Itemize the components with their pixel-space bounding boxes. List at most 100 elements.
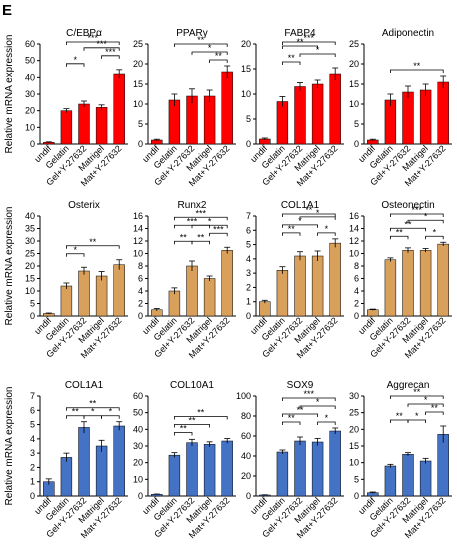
- significance-label: **: [180, 232, 188, 242]
- y-tick-label: 14: [349, 224, 359, 234]
- y-tick-label: 0: [138, 311, 143, 321]
- significance-bracket: [209, 232, 228, 237]
- bar: [95, 445, 108, 497]
- significance-label: **: [305, 205, 313, 215]
- significance-label: *: [109, 407, 113, 417]
- significance-bracket: [66, 245, 120, 249]
- bar: [294, 255, 306, 317]
- bar: [186, 265, 198, 317]
- significance-bracket: [425, 235, 444, 240]
- y-tick-label: 0: [30, 491, 35, 501]
- significance-label: **: [197, 35, 205, 45]
- bar: [60, 285, 73, 317]
- significance-label: **: [404, 219, 412, 229]
- bar: [437, 81, 449, 145]
- significance-bracket: [174, 43, 228, 47]
- y-tick-label: 5: [354, 119, 359, 129]
- y-tick-label: 40: [25, 72, 35, 82]
- chart-title: C/EBPα: [66, 28, 102, 39]
- significance-bracket: [66, 63, 85, 67]
- significance-label: **: [89, 399, 97, 409]
- chart-9: COL1A101234567undifGelatinGel+Y-27632Mat…: [4, 380, 128, 540]
- chart-11: SOX9020406080100undifGelatinGel+Y-27632M…: [236, 380, 344, 540]
- bar: [203, 278, 216, 317]
- bar: [419, 89, 432, 145]
- bar: [437, 434, 449, 497]
- bar: [402, 91, 414, 145]
- y-tick-label: 0: [354, 311, 359, 321]
- significance-bracket: [282, 397, 336, 401]
- bar: [311, 83, 324, 145]
- y-tick-label: 20: [349, 59, 359, 69]
- chart-4: Adiponectin0510152025undifGelatinGel+Y-2…: [349, 28, 452, 188]
- y-tick-label: 10: [133, 99, 143, 109]
- y-tick-label: 1: [246, 297, 251, 307]
- significance-label: **: [396, 227, 404, 237]
- significance-bracket: [317, 232, 336, 236]
- significance-label: ***: [304, 33, 315, 43]
- bar: [329, 73, 341, 145]
- bar: [221, 71, 233, 145]
- significance-bracket: [174, 432, 193, 436]
- significance-bracket: [390, 69, 444, 73]
- bar: [186, 442, 198, 497]
- significance-bracket: [191, 240, 210, 245]
- y-tick-label: 12: [349, 236, 359, 246]
- bar: [329, 430, 341, 497]
- bar: [294, 440, 306, 497]
- chart-title: Runx2: [178, 200, 207, 211]
- significance-label: *: [298, 216, 302, 226]
- y-tick-label: 6: [30, 405, 35, 415]
- significance-bracket: [282, 421, 301, 425]
- y-tick-label: 7: [30, 391, 35, 401]
- significance-label: **: [288, 413, 296, 423]
- significance-bracket: [66, 407, 120, 411]
- significance-bracket: [390, 395, 444, 399]
- significance-bracket: [282, 232, 301, 236]
- y-tick-label: 10: [349, 458, 359, 468]
- y-axis-label: Relative mRNA expression: [4, 207, 15, 326]
- significance-label: ***: [105, 47, 116, 57]
- significance-label: *: [325, 413, 329, 423]
- y-tick-label: 14: [133, 224, 143, 234]
- panel-letter: E: [2, 2, 13, 19]
- y-tick-label: 10: [25, 122, 35, 132]
- significance-label: *: [73, 245, 77, 255]
- y-tick-label: 2: [30, 462, 35, 472]
- significance-bracket: [407, 403, 444, 407]
- y-tick-label: 30: [349, 391, 359, 401]
- chart-7: COL1A101234567undifGelatinGel+Y-27632Mat…: [246, 200, 344, 360]
- significance-bracket: [282, 413, 318, 417]
- y-tick-label: 35: [25, 224, 35, 234]
- chart-title: Osterix: [68, 200, 100, 211]
- y-tick-label: 40: [133, 424, 143, 434]
- bar: [294, 86, 306, 145]
- significance-bracket: [66, 41, 120, 45]
- bar: [419, 250, 432, 317]
- significance-bracket: [390, 213, 444, 217]
- bar: [402, 454, 414, 497]
- y-tick-label: 15: [241, 64, 251, 74]
- bar: [419, 460, 432, 497]
- bar: [113, 425, 125, 497]
- y-tick-label: 8: [138, 261, 143, 271]
- y-tick-label: 20: [133, 59, 143, 69]
- y-tick-label: 4: [246, 254, 251, 264]
- y-tick-label: 60: [241, 431, 251, 441]
- y-tick-label: 20: [25, 261, 35, 271]
- significance-bracket: [282, 61, 301, 65]
- significance-bracket: [282, 213, 336, 217]
- significance-label: ***: [213, 224, 224, 234]
- y-tick-label: 100: [236, 391, 251, 401]
- significance-bracket: [299, 405, 336, 409]
- significance-label: *: [91, 407, 95, 417]
- bar: [168, 290, 181, 317]
- y-tick-label: 1: [30, 477, 35, 487]
- significance-label: ***: [187, 216, 198, 226]
- significance-bracket: [317, 421, 336, 425]
- chart-6: Runx20246810121416undifGelatinGel+Y-2763…: [133, 200, 236, 360]
- y-tick-label: 0: [30, 311, 35, 321]
- y-tick-label: 6: [138, 274, 143, 284]
- y-tick-label: 8: [354, 261, 359, 271]
